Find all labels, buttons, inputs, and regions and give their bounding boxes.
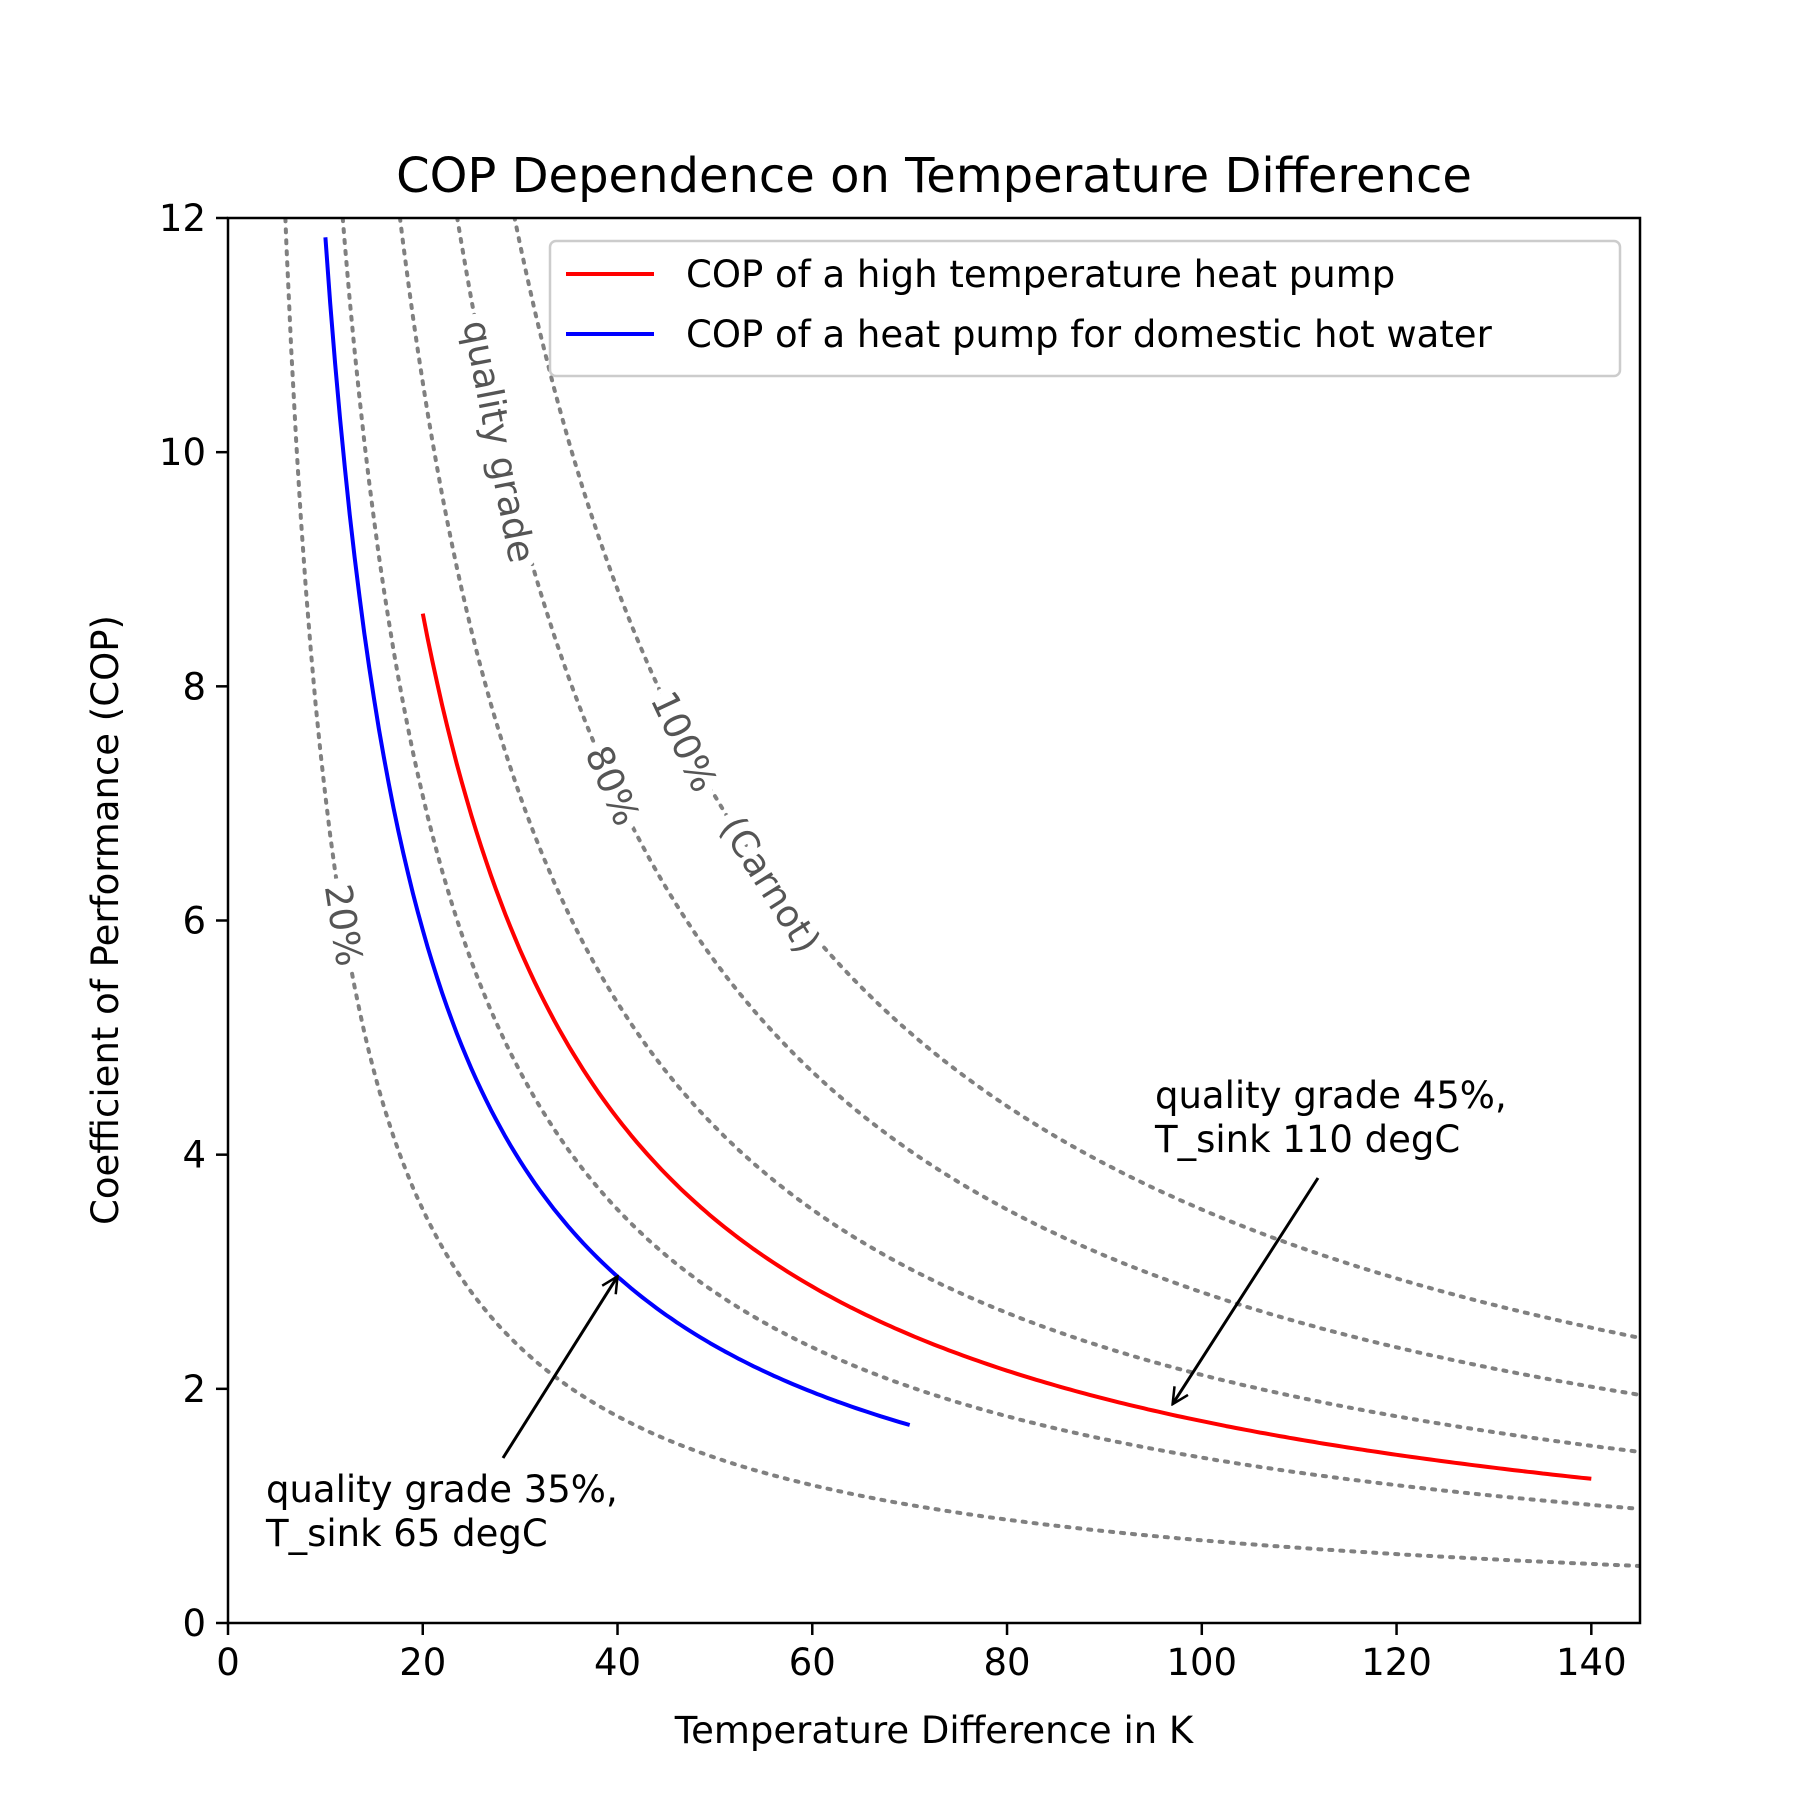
x-tick-label: 20 [399, 1641, 446, 1684]
x-axis-label: Temperature Difference in K [674, 1709, 1195, 1752]
y-axis-label: Coefficient of Performance (COP) [84, 615, 127, 1225]
annotation-domestic: quality grade 35%, T_sink 65 degC [265, 1276, 618, 1555]
y-tick-label: 6 [182, 900, 206, 943]
annotation-domestic-line2: T_sink 65 degC [265, 1512, 548, 1555]
legend-frame [548, 239, 1622, 378]
y-tick-label: 4 [182, 1134, 206, 1177]
chart-title: COP Dependence on Temperature Difference [396, 148, 1472, 204]
annotation-high-temp-line2: T_sink 110 degC [1154, 1118, 1460, 1161]
annotation-high-temp: quality grade 45%, T_sink 110 degC [1154, 1074, 1507, 1404]
reference-curve-80 [455, 218, 1640, 1397]
annotation-domestic-line1: quality grade 35%, [266, 1468, 618, 1511]
reference-curve-40 [340, 218, 1640, 1511]
y-tick-label: 8 [182, 665, 206, 708]
x-tick-label: 120 [1361, 1641, 1432, 1684]
series-line-1 [323, 237, 911, 1427]
x-axis-ticks: 0 20 40 60 80 100 120 140 [216, 1623, 1627, 1684]
legend-label-domestic: COP of a heat pump for domestic hot wate… [686, 313, 1493, 356]
y-tick-label: 10 [159, 431, 206, 474]
y-tick-label: 0 [182, 1602, 206, 1645]
y-tick-label: 2 [182, 1368, 206, 1411]
label-carnot: (Carnot) [711, 809, 829, 961]
plot-frame [226, 216, 1642, 1625]
x-tick-label: 60 [789, 1641, 836, 1684]
label-20-percent: 20% [316, 881, 371, 969]
x-tick-label: 140 [1556, 1641, 1627, 1684]
label-100-percent: 100% [642, 685, 726, 799]
y-axis-ticks: 0 2 4 6 8 10 12 [159, 197, 228, 1645]
series-line-0 [420, 613, 1592, 1481]
reference-curve-20 [283, 218, 1640, 1568]
legend-label-high-temp: COP of a high temperature heat pump [686, 253, 1395, 296]
reference-curve-60 [397, 218, 1640, 1454]
x-tick-label: 80 [983, 1641, 1030, 1684]
annotation-domestic-arrow [501, 1276, 618, 1459]
legend: COP of a high temperature heat pump COP … [548, 239, 1622, 378]
x-tick-label: 100 [1166, 1641, 1237, 1684]
label-80-percent: 80% [576, 739, 648, 832]
y-tick-label: 12 [159, 197, 206, 240]
annotation-high-temp-arrow [1173, 1177, 1320, 1404]
reference-curves [283, 218, 1640, 1568]
label-quality-grade: quality grade [454, 317, 543, 567]
x-tick-label: 40 [594, 1641, 641, 1684]
reference-curve-100 [512, 218, 1640, 1340]
annotation-high-temp-line1: quality grade 45%, [1155, 1074, 1507, 1117]
x-tick-label: 0 [216, 1641, 240, 1684]
